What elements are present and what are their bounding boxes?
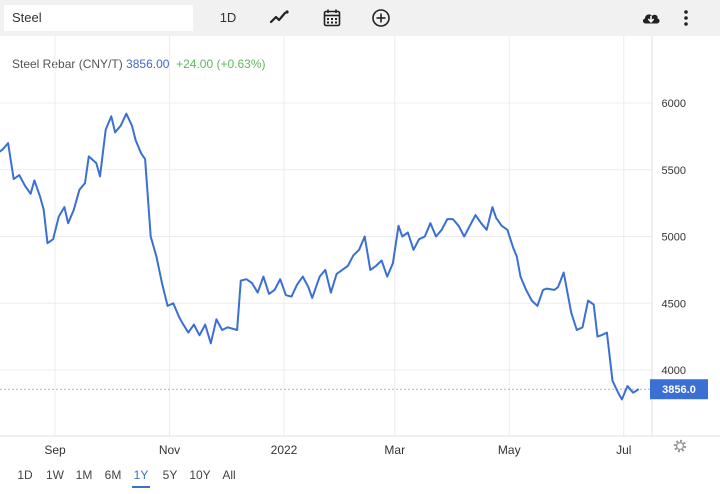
toolbar: 1D bbox=[0, 0, 720, 36]
current-price-tag bbox=[650, 379, 708, 400]
chart-settings-gear-icon[interactable] bbox=[672, 438, 688, 454]
interval-button[interactable]: 1D bbox=[219, 10, 237, 25]
y-tick-label: 5000 bbox=[662, 232, 686, 244]
legend-series-name: Steel Rebar (CNY/T) bbox=[12, 57, 123, 71]
price-chart[interactable]: 6000 5500 5000 4500 4000 Sep Nov 2022 Mar May Jul 3… bbox=[0, 36, 720, 460]
y-tick-label: 5500 bbox=[662, 165, 686, 177]
calendar-icon[interactable] bbox=[321, 7, 343, 29]
chart-legend: Steel Rebar (CNY/T) 3856.00 +24.00 (+0.6… bbox=[12, 57, 266, 71]
x-tick-label: Jul bbox=[616, 443, 631, 457]
x-tick-label: Nov bbox=[159, 443, 180, 457]
current-price-tag-label: 3856.0 bbox=[662, 384, 696, 396]
range-button-6m[interactable]: 6M bbox=[104, 468, 122, 482]
range-button-1d[interactable]: 1D bbox=[17, 468, 33, 482]
range-button-1y[interactable]: 1Y bbox=[132, 464, 150, 488]
x-tick-label: Sep bbox=[44, 443, 66, 457]
more-vertical-icon[interactable] bbox=[675, 7, 697, 29]
legend-change: +24.00 (+0.63%) bbox=[176, 57, 266, 71]
range-button-all[interactable]: All bbox=[222, 468, 236, 482]
plus-circle-icon[interactable] bbox=[370, 7, 392, 29]
y-tick-label: 4500 bbox=[662, 298, 686, 310]
legend-price: 3856.00 bbox=[126, 57, 170, 71]
y-tick-label: 4000 bbox=[662, 365, 686, 377]
x-tick-label: May bbox=[498, 443, 521, 457]
cloud-download-icon[interactable] bbox=[640, 7, 662, 29]
x-tick-label: 2022 bbox=[271, 443, 298, 457]
price-series-line bbox=[0, 112, 640, 401]
range-button-1m[interactable]: 1M bbox=[75, 468, 93, 482]
line-chart-icon[interactable] bbox=[268, 7, 290, 29]
range-button-5y[interactable]: 5Y bbox=[162, 468, 178, 482]
range-selector: 1D 1W 1M 6M 1Y 5Y 10Y All bbox=[0, 460, 720, 494]
range-button-1w[interactable]: 1W bbox=[46, 468, 64, 482]
y-tick-label: 6000 bbox=[662, 98, 686, 110]
search-input[interactable] bbox=[4, 5, 193, 31]
x-tick-label: Mar bbox=[384, 443, 405, 457]
range-button-10y[interactable]: 10Y bbox=[189, 468, 211, 482]
